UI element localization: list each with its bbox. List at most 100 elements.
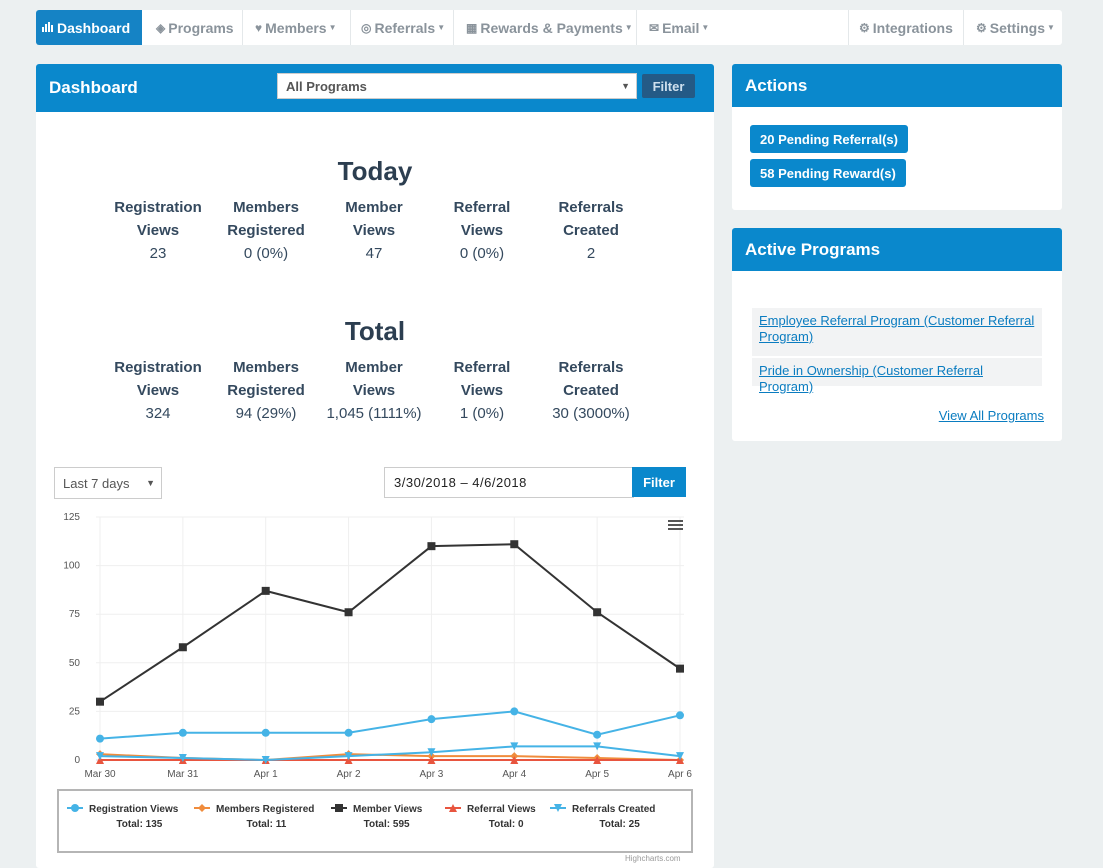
date-range-input[interactable]: 3/30/2018 – 4/6/2018 <box>384 467 634 498</box>
program-filter-button[interactable]: Filter <box>642 74 695 98</box>
y-tick-label: 25 <box>69 706 81 717</box>
nav-members[interactable]: ♥ Members ▼ <box>243 10 351 45</box>
legend-symbol-marker <box>71 804 79 812</box>
today-title: Today <box>337 156 413 186</box>
legend-symbol-marker <box>554 804 562 812</box>
active-programs-panel: Active Programs Employee Referral Progra… <box>732 228 1062 441</box>
stat-label-line1: Referrals <box>558 199 624 216</box>
stat-value: 23 <box>149 245 167 262</box>
stat-label-line2: Views <box>136 222 180 239</box>
stat-label-line2: Views <box>460 382 504 399</box>
nav-settings[interactable]: ⚙ Settings ▼ <box>964 10 1062 45</box>
stat-label-line1: Referral <box>453 199 511 216</box>
series-point <box>427 756 436 764</box>
chart-menu-icon[interactable] <box>668 520 683 530</box>
view-all-programs-link[interactable]: View All Programs <box>938 408 1044 423</box>
nav-rewards-payments[interactable]: ▦ Rewards & Payments ▼ <box>454 10 637 45</box>
nav-referrals[interactable]: ◎ Referrals ▼ <box>351 10 454 45</box>
series-point <box>178 643 187 652</box>
today-stat-registration-views: Registration Views 23 <box>103 196 213 265</box>
series-point <box>344 728 353 737</box>
stat-value: 2 <box>586 245 596 262</box>
program-select[interactable]: All Programs ▼ <box>277 73 637 99</box>
series-point <box>96 752 104 761</box>
nav-rewards-label: Rewards & Payments <box>480 19 623 36</box>
nav-dashboard-label: Dashboard <box>57 19 131 36</box>
stat-label-line1: Members <box>233 199 299 216</box>
stat-label-line1: Members <box>233 359 299 376</box>
stat-label-line1: Registration <box>114 359 202 376</box>
date-filter-button[interactable]: Filter <box>632 467 686 497</box>
series-point <box>427 715 436 724</box>
series-point <box>178 728 187 737</box>
stat-label-line1: Referral <box>453 359 511 376</box>
legend-series-name: Referral Views <box>467 804 536 815</box>
stat-value: 30 (3000%) <box>552 405 630 422</box>
series-point <box>676 664 684 673</box>
y-tick-label: 50 <box>69 658 81 669</box>
series-point <box>344 752 353 761</box>
series-point <box>593 742 602 751</box>
program-link-pride-in-ownership[interactable]: Pride in Ownership (Customer Referral Pr… <box>752 358 1042 394</box>
bar-chart-icon <box>42 21 54 35</box>
actions-header: Actions <box>732 64 1062 107</box>
series-point <box>593 756 602 764</box>
pending-rewards-button[interactable]: 58 Pending Reward(s) <box>750 159 906 187</box>
stat-label-line1: Member <box>345 359 403 376</box>
series-point <box>427 542 436 551</box>
stat-label-line2: Registered <box>227 222 305 239</box>
today-stat-members-registered: Members Registered 0 (0%) <box>211 196 321 265</box>
active-programs-title: Active Programs <box>745 239 881 259</box>
stat-value: 47 <box>365 245 383 262</box>
x-tick-label: Apr 4 <box>502 769 526 780</box>
gears-icon: ⚙ <box>859 20 870 35</box>
nav-email-label: Email <box>662 19 700 36</box>
total-stat-referrals-created: Referrals Created 30 (3000%) <box>531 356 651 425</box>
range-select[interactable]: Last 7 days ▼ <box>54 467 162 499</box>
stat-value: 0 (0%) <box>459 245 505 262</box>
nav-settings-label: Settings <box>989 19 1045 36</box>
series-point <box>261 586 270 595</box>
chevron-down-icon: ▼ <box>437 23 446 32</box>
highcharts-credit[interactable]: Highcharts.com <box>625 854 681 863</box>
nav-dashboard[interactable]: Dashboard <box>36 10 142 45</box>
today-stat-referral-views: Referral Views 0 (0%) <box>427 196 537 265</box>
program-link-employee-referral[interactable]: Employee Referral Program (Customer Refe… <box>752 308 1042 356</box>
total-stat-member-views: Member Views 1,045 (1111%) <box>314 356 434 425</box>
y-tick-label: 100 <box>63 561 80 572</box>
nav-email[interactable]: ✉ Email ▼ <box>637 10 721 45</box>
series-point <box>676 752 684 761</box>
pending-referrals-button[interactable]: 20 Pending Referral(s) <box>750 125 908 153</box>
chevron-down-icon: ▼ <box>624 23 633 32</box>
series-point <box>510 707 519 716</box>
series-point <box>96 734 104 743</box>
series-point <box>676 711 684 720</box>
nav-integrations[interactable]: ⚙ Integrations <box>848 10 964 45</box>
actions-title: Actions <box>745 75 808 95</box>
legend-symbol-marker <box>449 804 457 812</box>
x-tick-label: Mar 30 <box>84 769 116 780</box>
tag-icon: ◈ <box>156 20 166 35</box>
chevron-down-icon: ▼ <box>146 478 155 488</box>
target-icon: ◎ <box>361 20 372 35</box>
envelope-icon: ✉ <box>649 20 660 35</box>
legend-symbol-marker <box>335 804 343 812</box>
legend-series-total: Total: 25 <box>599 819 640 830</box>
series-line <box>99 710 681 740</box>
today-stat-member-views: Member Views 47 <box>319 196 429 265</box>
dashboard-panel: Dashboard All Programs ▼ Filter Today Re… <box>36 64 714 868</box>
nav-integrations-label: Integrations <box>872 19 953 36</box>
x-tick-label: Apr 2 <box>337 769 361 780</box>
stat-label-line2: Registered <box>227 382 305 399</box>
series-point <box>510 540 519 549</box>
program-filter-label: Filter <box>652 78 685 94</box>
x-tick-label: Apr 6 <box>668 769 692 780</box>
stat-label-line1: Member <box>345 199 403 216</box>
stat-label-line1: Referrals <box>558 359 624 376</box>
stat-label-line2: Views <box>352 222 396 239</box>
nav-programs[interactable]: ◈ Programs <box>142 10 243 45</box>
top-nav: Dashboard ◈ Programs ♥ Members ▼ ◎ Referrals… <box>36 10 1062 45</box>
series-point <box>261 728 270 737</box>
legend-series-total: Total: 595 <box>364 819 410 830</box>
stat-value: 1,045 (1111%) <box>326 405 422 422</box>
